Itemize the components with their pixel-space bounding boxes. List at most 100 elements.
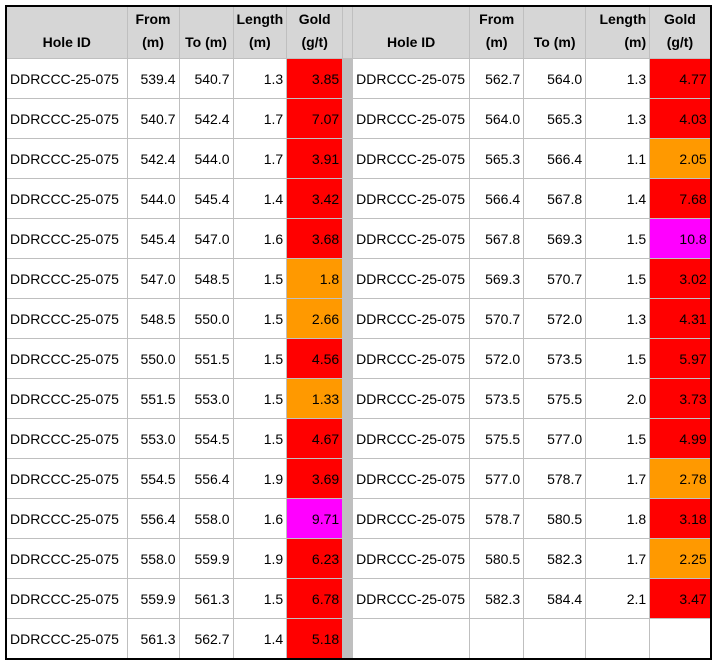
left-hole-id-cell: DDRCCC-25-075 (5, 538, 128, 579)
right-to-cell: 580.5 (523, 498, 587, 539)
right-hole-id-cell: DDRCCC-25-075 (352, 338, 471, 379)
right-from-cell: 567.8 (469, 218, 525, 259)
right-gold-cell (649, 618, 712, 660)
left-gold-cell: 6.23 (286, 538, 344, 579)
right-hole-id-cell: DDRCCC-25-075 (352, 418, 471, 459)
column-spacer (342, 138, 354, 179)
right-to-cell: 578.7 (523, 458, 587, 499)
right-length-cell: 1.5 (585, 258, 651, 299)
left-gold-cell: 7.07 (286, 98, 344, 139)
right-from-cell: 573.5 (469, 378, 525, 419)
right-length-cell: 2.1 (585, 578, 651, 619)
right-length-cell: 1.1 (585, 138, 651, 179)
right-hole-id-cell: DDRCCC-25-075 (352, 538, 471, 579)
left-length-cell: 1.3 (232, 58, 288, 99)
table-row: DDRCCC-25-075 545.4 547.0 1.6 3.68 DDRCCC-25-… (5, 218, 712, 259)
left-to-cell: 553.0 (178, 378, 234, 419)
left-from-cell: 544.0 (126, 178, 180, 219)
column-spacer (342, 378, 354, 419)
right-gold-cell: 2.25 (649, 538, 712, 579)
table-row: DDRCCC-25-075 559.9 561.3 1.5 6.78 DDRCCC-25-… (5, 578, 712, 619)
right-from-cell: 577.0 (469, 458, 525, 499)
left-from-cell: 553.0 (126, 418, 180, 459)
right-length-cell: 1.3 (585, 298, 651, 339)
table-row: DDRCCC-25-075 553.0 554.5 1.5 4.67 DDRCCC-25-… (5, 418, 712, 459)
header-gold-right: Gold (g/t) (649, 5, 712, 59)
table-row: DDRCCC-25-075 558.0 559.9 1.9 6.23 DDRCCC-25-… (5, 538, 712, 579)
left-to-cell: 551.5 (178, 338, 234, 379)
left-to-cell: 558.0 (178, 498, 234, 539)
table-row: DDRCCC-25-075 550.0 551.5 1.5 4.56 DDRCCC-25-… (5, 338, 712, 379)
left-to-cell: 550.0 (178, 298, 234, 339)
left-from-cell: 556.4 (126, 498, 180, 539)
column-spacer (342, 338, 354, 379)
header-length-line1: Length (599, 11, 647, 27)
header-from-line1: From (135, 11, 171, 27)
table-body: DDRCCC-25-075 539.4 540.7 1.3 3.85 DDRCCC-25-… (5, 58, 712, 660)
right-to-cell: 567.8 (523, 178, 587, 219)
header-from-line1: From (479, 11, 515, 27)
right-to-cell: 575.5 (523, 378, 587, 419)
left-length-cell: 1.5 (232, 338, 288, 379)
right-length-cell: 1.5 (585, 338, 651, 379)
right-from-cell: 566.4 (469, 178, 525, 219)
right-to-cell: 565.3 (523, 98, 587, 139)
table-row: DDRCCC-25-075 539.4 540.7 1.3 3.85 DDRCCC-25-… (5, 58, 712, 99)
table-row: DDRCCC-25-075 547.0 548.5 1.5 1.8 DDRCCC-25-0… (5, 258, 712, 299)
left-length-cell: 1.5 (232, 378, 288, 419)
left-gold-cell: 3.69 (286, 458, 344, 499)
table-row: DDRCCC-25-075 542.4 544.0 1.7 3.91 DDRCCC-25-… (5, 138, 712, 179)
left-length-cell: 1.5 (232, 258, 288, 299)
left-gold-cell: 4.56 (286, 338, 344, 379)
left-to-cell: 559.9 (178, 538, 234, 579)
right-from-cell: 569.3 (469, 258, 525, 299)
left-from-cell: 547.0 (126, 258, 180, 299)
right-gold-cell: 2.05 (649, 138, 712, 179)
right-length-cell: 1.5 (585, 418, 651, 459)
header-gold-line1: Gold (298, 11, 331, 27)
header-hole-id-right: Hole ID (352, 5, 471, 59)
right-gold-cell: 4.03 (649, 98, 712, 139)
table-row: DDRCCC-25-075 548.5 550.0 1.5 2.66 DDRCCC-25-… (5, 298, 712, 339)
left-to-cell: 561.3 (178, 578, 234, 619)
left-to-cell: 554.5 (178, 418, 234, 459)
left-to-cell: 562.7 (178, 618, 234, 660)
header-from-line2: (m) (485, 34, 508, 50)
right-to-cell: 572.0 (523, 298, 587, 339)
header-length-left: Length (m) (232, 5, 288, 59)
right-length-cell: 1.7 (585, 538, 651, 579)
left-to-cell: 542.4 (178, 98, 234, 139)
column-spacer (342, 98, 354, 139)
left-hole-id-cell: DDRCCC-25-075 (5, 98, 128, 139)
right-from-cell: 578.7 (469, 498, 525, 539)
left-length-cell: 1.7 (232, 98, 288, 139)
left-from-cell: 545.4 (126, 218, 180, 259)
right-from-cell (469, 618, 525, 660)
table-row: DDRCCC-25-075 540.7 542.4 1.7 7.07 DDRCCC-25-… (5, 98, 712, 139)
header-column-spacer (342, 5, 354, 59)
right-to-cell: 566.4 (523, 138, 587, 179)
table-row: DDRCCC-25-075 556.4 558.0 1.6 9.71 DDRCCC-25-… (5, 498, 712, 539)
right-length-cell: 1.4 (585, 178, 651, 219)
left-to-cell: 547.0 (178, 218, 234, 259)
left-length-cell: 1.5 (232, 298, 288, 339)
left-gold-cell: 3.68 (286, 218, 344, 259)
right-hole-id-cell (352, 618, 471, 660)
right-gold-cell: 3.18 (649, 498, 712, 539)
right-to-cell: 584.4 (523, 578, 587, 619)
header-gold-left: Gold (g/t) (286, 5, 344, 59)
right-to-cell (523, 618, 587, 660)
right-gold-cell: 5.97 (649, 338, 712, 379)
header-from-line2: (m) (142, 34, 164, 50)
header-row: Hole ID From (m) To (m) Length (m) Gold (g/… (5, 5, 712, 59)
right-gold-cell: 4.77 (649, 58, 712, 99)
right-hole-id-cell: DDRCCC-25-075 (352, 138, 471, 179)
right-hole-id-cell: DDRCCC-25-075 (352, 498, 471, 539)
left-from-cell: 554.5 (126, 458, 180, 499)
left-hole-id-cell: DDRCCC-25-075 (5, 338, 128, 379)
right-gold-cell: 7.68 (649, 178, 712, 219)
right-gold-cell: 4.99 (649, 418, 712, 459)
left-hole-id-cell: DDRCCC-25-075 (5, 218, 128, 259)
left-from-cell: 548.5 (126, 298, 180, 339)
assay-results-table: Hole ID From (m) To (m) Length (m) Gold (g/… (5, 5, 712, 660)
